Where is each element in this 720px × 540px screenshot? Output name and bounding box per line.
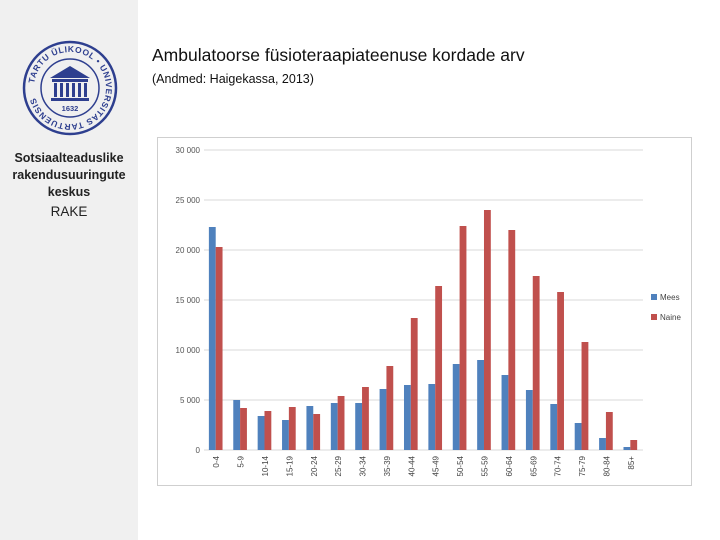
x-tick-label: 35-39 [383, 455, 392, 476]
y-tick-label: 25 000 [176, 196, 201, 205]
bar-chart: 0 5 000 10 000 15 000 20 000 25 000 30 000 0-4 5… [176, 146, 682, 476]
bar-mees-70-74 [550, 404, 558, 450]
org-abbreviation: RAKE [50, 204, 88, 219]
y-tick-label: 20 000 [176, 246, 201, 255]
bar-naine-30-34 [362, 387, 369, 450]
bar-naine-70-74 [557, 292, 564, 450]
seal-inner-ring [40, 58, 100, 118]
x-tick-label: 65-69 [529, 455, 538, 476]
sidebar: TARTU ÜLIKOOL • UNIVERSITAS TARTUENSIS 1… [0, 0, 138, 540]
seal-year: 1632 [62, 104, 79, 113]
page-title: Ambulatoorse füsioteraapiateenuse kordad… [152, 45, 525, 65]
bar-mees-45-49 [428, 384, 436, 450]
org-line-3: keskus [47, 185, 91, 199]
y-tick-label: 5 000 [180, 396, 201, 405]
bar-mees-5-9 [233, 400, 241, 450]
bar-naine-5-9 [240, 408, 247, 450]
x-tick-label: 20-24 [310, 455, 319, 476]
bar-naine-10-14 [264, 411, 272, 450]
legend-label-naine: Naine [660, 313, 681, 322]
bar-naine-20-24 [313, 414, 321, 450]
bar-mees-55-59 [477, 360, 484, 450]
x-tick-label: 15-19 [285, 455, 294, 476]
x-tick-label: 60-64 [505, 455, 514, 476]
chart-frame: 0 5 000 10 000 15 000 20 000 25 000 30 000 0-4 5… [157, 137, 692, 486]
x-tick-label: 55-59 [480, 455, 489, 476]
x-tick-label: 40-44 [407, 455, 416, 476]
bar-naine-40-44 [410, 318, 418, 450]
organization-name: Sotsiaalteaduslike rakendusuuringute kes… [0, 150, 138, 220]
bar-naine-15-19 [288, 407, 296, 450]
bar-mees-80-84 [599, 438, 606, 450]
x-tick-label: 45-49 [432, 455, 441, 476]
bar-mees-0-4 [208, 227, 216, 450]
bar-naine-0-4 [215, 247, 223, 450]
x-tick-label: 25-29 [334, 455, 343, 476]
bar-mees-65-69 [525, 390, 533, 450]
bar-naine-85+ [630, 440, 638, 450]
x-tick-label: 30-34 [359, 455, 368, 476]
x-tick-label: 80-84 [602, 455, 611, 476]
y-tick-label: 30 000 [176, 146, 201, 155]
seal-outer-ring [22, 40, 118, 136]
bar-mees-10-14 [257, 416, 265, 450]
y-tick-label: 0 [196, 446, 201, 455]
x-tick-label: 50-54 [456, 455, 465, 476]
bar-naine-80-84 [605, 412, 613, 450]
bar-naine-75-79 [581, 342, 589, 450]
bar-mees-60-64 [501, 375, 509, 450]
x-tick-label: 75-79 [578, 455, 587, 476]
building-icon [50, 66, 90, 101]
page-subtitle: (Andmed: Haigekassa, 2013) [152, 72, 314, 86]
x-tick-label: 5-9 [237, 455, 246, 467]
legend-swatch-naine [651, 314, 657, 320]
x-tick-label: 0-4 [212, 455, 221, 467]
bar-naine-50-54 [459, 226, 467, 450]
bar-naine-55-59 [483, 210, 491, 450]
bar-naine-60-64 [508, 230, 516, 450]
x-tick-label: 85+ [627, 456, 636, 470]
y-tick-label: 15 000 [176, 296, 201, 305]
bar-mees-15-19 [282, 420, 289, 450]
bar-mees-40-44 [403, 385, 411, 450]
y-tick-label: 10 000 [176, 346, 201, 355]
bar-mees-35-39 [379, 389, 387, 450]
bar-naine-35-39 [386, 366, 394, 450]
bar-mees-20-24 [306, 406, 314, 450]
bar-mees-50-54 [452, 364, 460, 450]
bar-mees-85+ [623, 447, 631, 450]
x-tick-label: 10-14 [261, 455, 270, 476]
bar-mees-75-79 [574, 423, 582, 450]
seal-ring-text: TARTU ÜLIKOOL • UNIVERSITAS TARTUENSIS [26, 44, 114, 132]
bar-mees-30-34 [355, 403, 363, 450]
x-tick-label: 70-74 [554, 455, 563, 476]
org-line-1: Sotsiaalteaduslike [14, 151, 124, 165]
bar-naine-45-49 [435, 286, 443, 450]
bar-naine-25-29 [337, 396, 345, 450]
university-seal-logo: TARTU ÜLIKOOL • UNIVERSITAS TARTUENSIS 1… [22, 40, 118, 136]
legend-label-mees: Mees [660, 293, 680, 302]
org-line-2: rakendusuuringute [12, 168, 126, 182]
university-seal-svg: TARTU ÜLIKOOL • UNIVERSITAS TARTUENSIS 1… [22, 40, 118, 136]
bar-mees-25-29 [330, 403, 338, 450]
legend-swatch-mees [651, 294, 657, 300]
bar-naine-65-69 [532, 276, 540, 450]
